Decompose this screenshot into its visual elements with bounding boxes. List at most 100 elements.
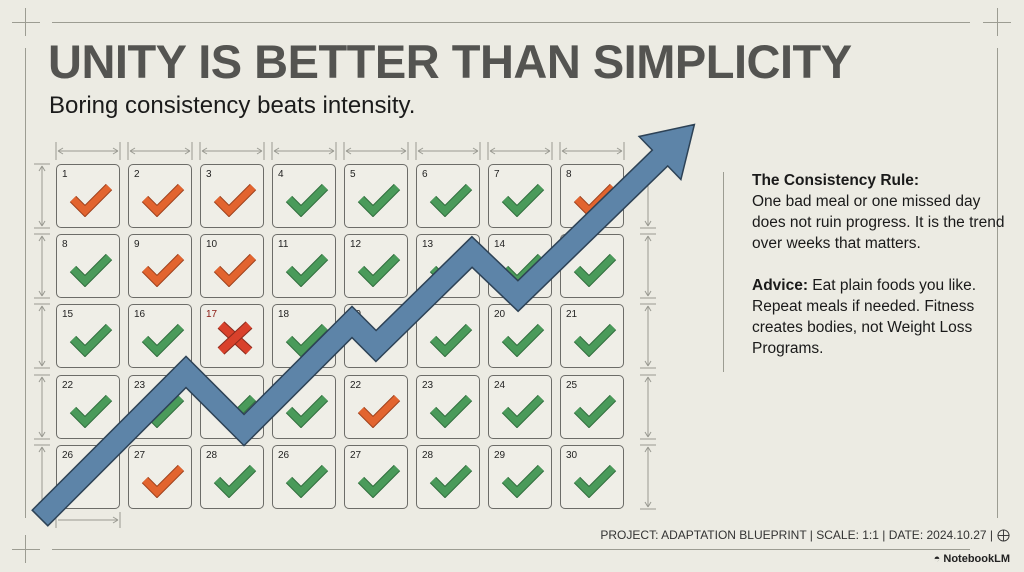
green-check-icon: [429, 464, 473, 498]
orange-check-icon: [141, 183, 185, 217]
frame-bottom-line: [52, 549, 970, 550]
frame-top-line: [52, 22, 970, 23]
orange-check-icon: [213, 183, 257, 217]
calendar-day-cell: 3: [200, 164, 264, 228]
advice-heading: Advice:: [752, 277, 808, 294]
frame-right-line: [997, 48, 998, 518]
calendar-day-cell: 8: [56, 234, 120, 298]
calendar-day-cell: 26: [272, 445, 336, 509]
consistency-sidebar: The Consistency Rule: One bad meal or on…: [752, 170, 1012, 380]
calendar-day-cell: 27: [344, 445, 408, 509]
green-check-icon: [285, 253, 329, 287]
calendar-day-cell: 1: [200, 375, 264, 439]
calendar-day-cell: 9: [128, 234, 192, 298]
green-check-icon: [501, 394, 545, 428]
rule-heading: The Consistency Rule:: [752, 172, 920, 189]
calendar-day-cell: 30: [560, 445, 624, 509]
calendar-day-cell: 1: [560, 234, 624, 298]
day-number: 6: [422, 169, 428, 180]
notebooklm-logo-icon: ◓: [933, 553, 941, 565]
green-check-icon: [69, 323, 113, 357]
green-check-icon: [141, 323, 185, 357]
orange-check-icon: [573, 183, 617, 217]
calendar-day-cell: 7: [488, 164, 552, 228]
orange-check-icon: [357, 394, 401, 428]
day-number: 8: [62, 239, 68, 250]
calendar-day-cell: 27: [128, 445, 192, 509]
day-number: 1: [206, 380, 212, 391]
calendar-day-cell: 22: [344, 375, 408, 439]
calendar-day-cell: 28: [200, 445, 264, 509]
green-check-icon: [141, 394, 185, 428]
green-check-icon: [213, 394, 257, 428]
advice-text: Eat plain foods you like. Repeat meals i…: [752, 277, 977, 357]
green-check-icon: [357, 323, 401, 357]
brand-label: NotebookLM: [943, 553, 1010, 565]
calendar-day-cell: 10: [200, 234, 264, 298]
day-number: 5: [350, 169, 356, 180]
calendar-day-cell: 28: [416, 445, 480, 509]
calendar-day-cell: 20: [488, 304, 552, 368]
orange-check-icon: [213, 253, 257, 287]
calendar-day-cell: 13: [416, 234, 480, 298]
green-check-icon: [573, 323, 617, 357]
green-check-icon: [357, 183, 401, 217]
calendar-day-cell: 16: [128, 304, 192, 368]
corner-mark-tr-v: [997, 8, 998, 36]
notebooklm-brand: ◓ NotebookLM: [934, 553, 1010, 565]
green-check-icon: [429, 394, 473, 428]
green-check-icon: [573, 464, 617, 498]
day-number: 9: [134, 239, 140, 250]
green-check-icon: [573, 253, 617, 287]
day-number: 1: [62, 169, 68, 180]
calendar-day-cell: [272, 375, 336, 439]
calendar-day-cell: 21: [560, 304, 624, 368]
green-check-icon: [501, 253, 545, 287]
calendar-day-cell: 22: [56, 375, 120, 439]
green-check-icon: [429, 253, 473, 287]
project-footer: PROJECT: ADAPTATION BLUEPRINT | SCALE: 1…: [600, 528, 1010, 542]
green-check-icon: [285, 183, 329, 217]
corner-mark-tl-h: [12, 22, 40, 23]
calendar-day-cell: 1: [56, 164, 120, 228]
calendar-day-cell: 29: [488, 445, 552, 509]
calendar-day-cell: 17: [200, 304, 264, 368]
corner-mark-bl-v: [25, 535, 26, 563]
orange-check-icon: [141, 464, 185, 498]
day-number: 7: [494, 169, 500, 180]
green-check-icon: [69, 394, 113, 428]
green-check-icon: [357, 464, 401, 498]
page-subtitle: Boring consistency beats intensity.: [49, 92, 416, 119]
day-number: 1: [566, 239, 572, 250]
calendar-day-cell: 26: [56, 445, 120, 509]
calendar-day-cell: 11: [272, 234, 336, 298]
green-check-icon: [573, 394, 617, 428]
page-title: UNITY IS BETTER THAN SIMPLICITY: [48, 35, 852, 88]
green-check-icon: [285, 323, 329, 357]
calendar-day-cell: 4: [272, 164, 336, 228]
footer-text: PROJECT: ADAPTATION BLUEPRINT | SCALE: 1…: [600, 528, 993, 542]
calendar-day-cell: 25: [560, 375, 624, 439]
day-number: 3: [206, 169, 212, 180]
green-check-icon: [429, 183, 473, 217]
calendar-day-cell: [416, 304, 480, 368]
calendar-day-cell: 14: [488, 234, 552, 298]
corner-mark-bl-h: [12, 549, 40, 550]
calendar-day-cell: 8: [560, 164, 624, 228]
green-check-icon: [213, 464, 257, 498]
calendar-day-cell: 24: [488, 375, 552, 439]
calendar-day-cell: 19: [344, 304, 408, 368]
frame-left-line: [25, 48, 26, 518]
orange-check-icon: [141, 253, 185, 287]
green-check-icon: [501, 183, 545, 217]
advice: Advice: Eat plain foods you like. Repeat…: [752, 275, 1012, 359]
green-check-icon: [69, 253, 113, 287]
day-number: 26: [62, 450, 74, 461]
green-check-icon: [429, 323, 473, 357]
green-check-icon: [501, 464, 545, 498]
crosshair-icon: [997, 528, 1010, 542]
calendar-day-cell: 12: [344, 234, 408, 298]
green-check-icon: [501, 323, 545, 357]
green-check-icon: [285, 464, 329, 498]
red-cross-icon: [217, 321, 253, 355]
